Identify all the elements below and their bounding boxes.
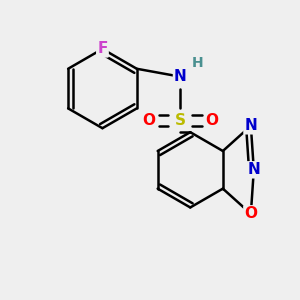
Text: N: N bbox=[244, 118, 257, 133]
Text: O: O bbox=[206, 113, 219, 128]
Text: H: H bbox=[191, 56, 203, 70]
Text: F: F bbox=[97, 41, 108, 56]
Text: N: N bbox=[248, 162, 260, 177]
Text: O: O bbox=[244, 206, 257, 221]
Text: S: S bbox=[175, 113, 186, 128]
Text: N: N bbox=[174, 69, 187, 84]
Text: O: O bbox=[142, 113, 155, 128]
